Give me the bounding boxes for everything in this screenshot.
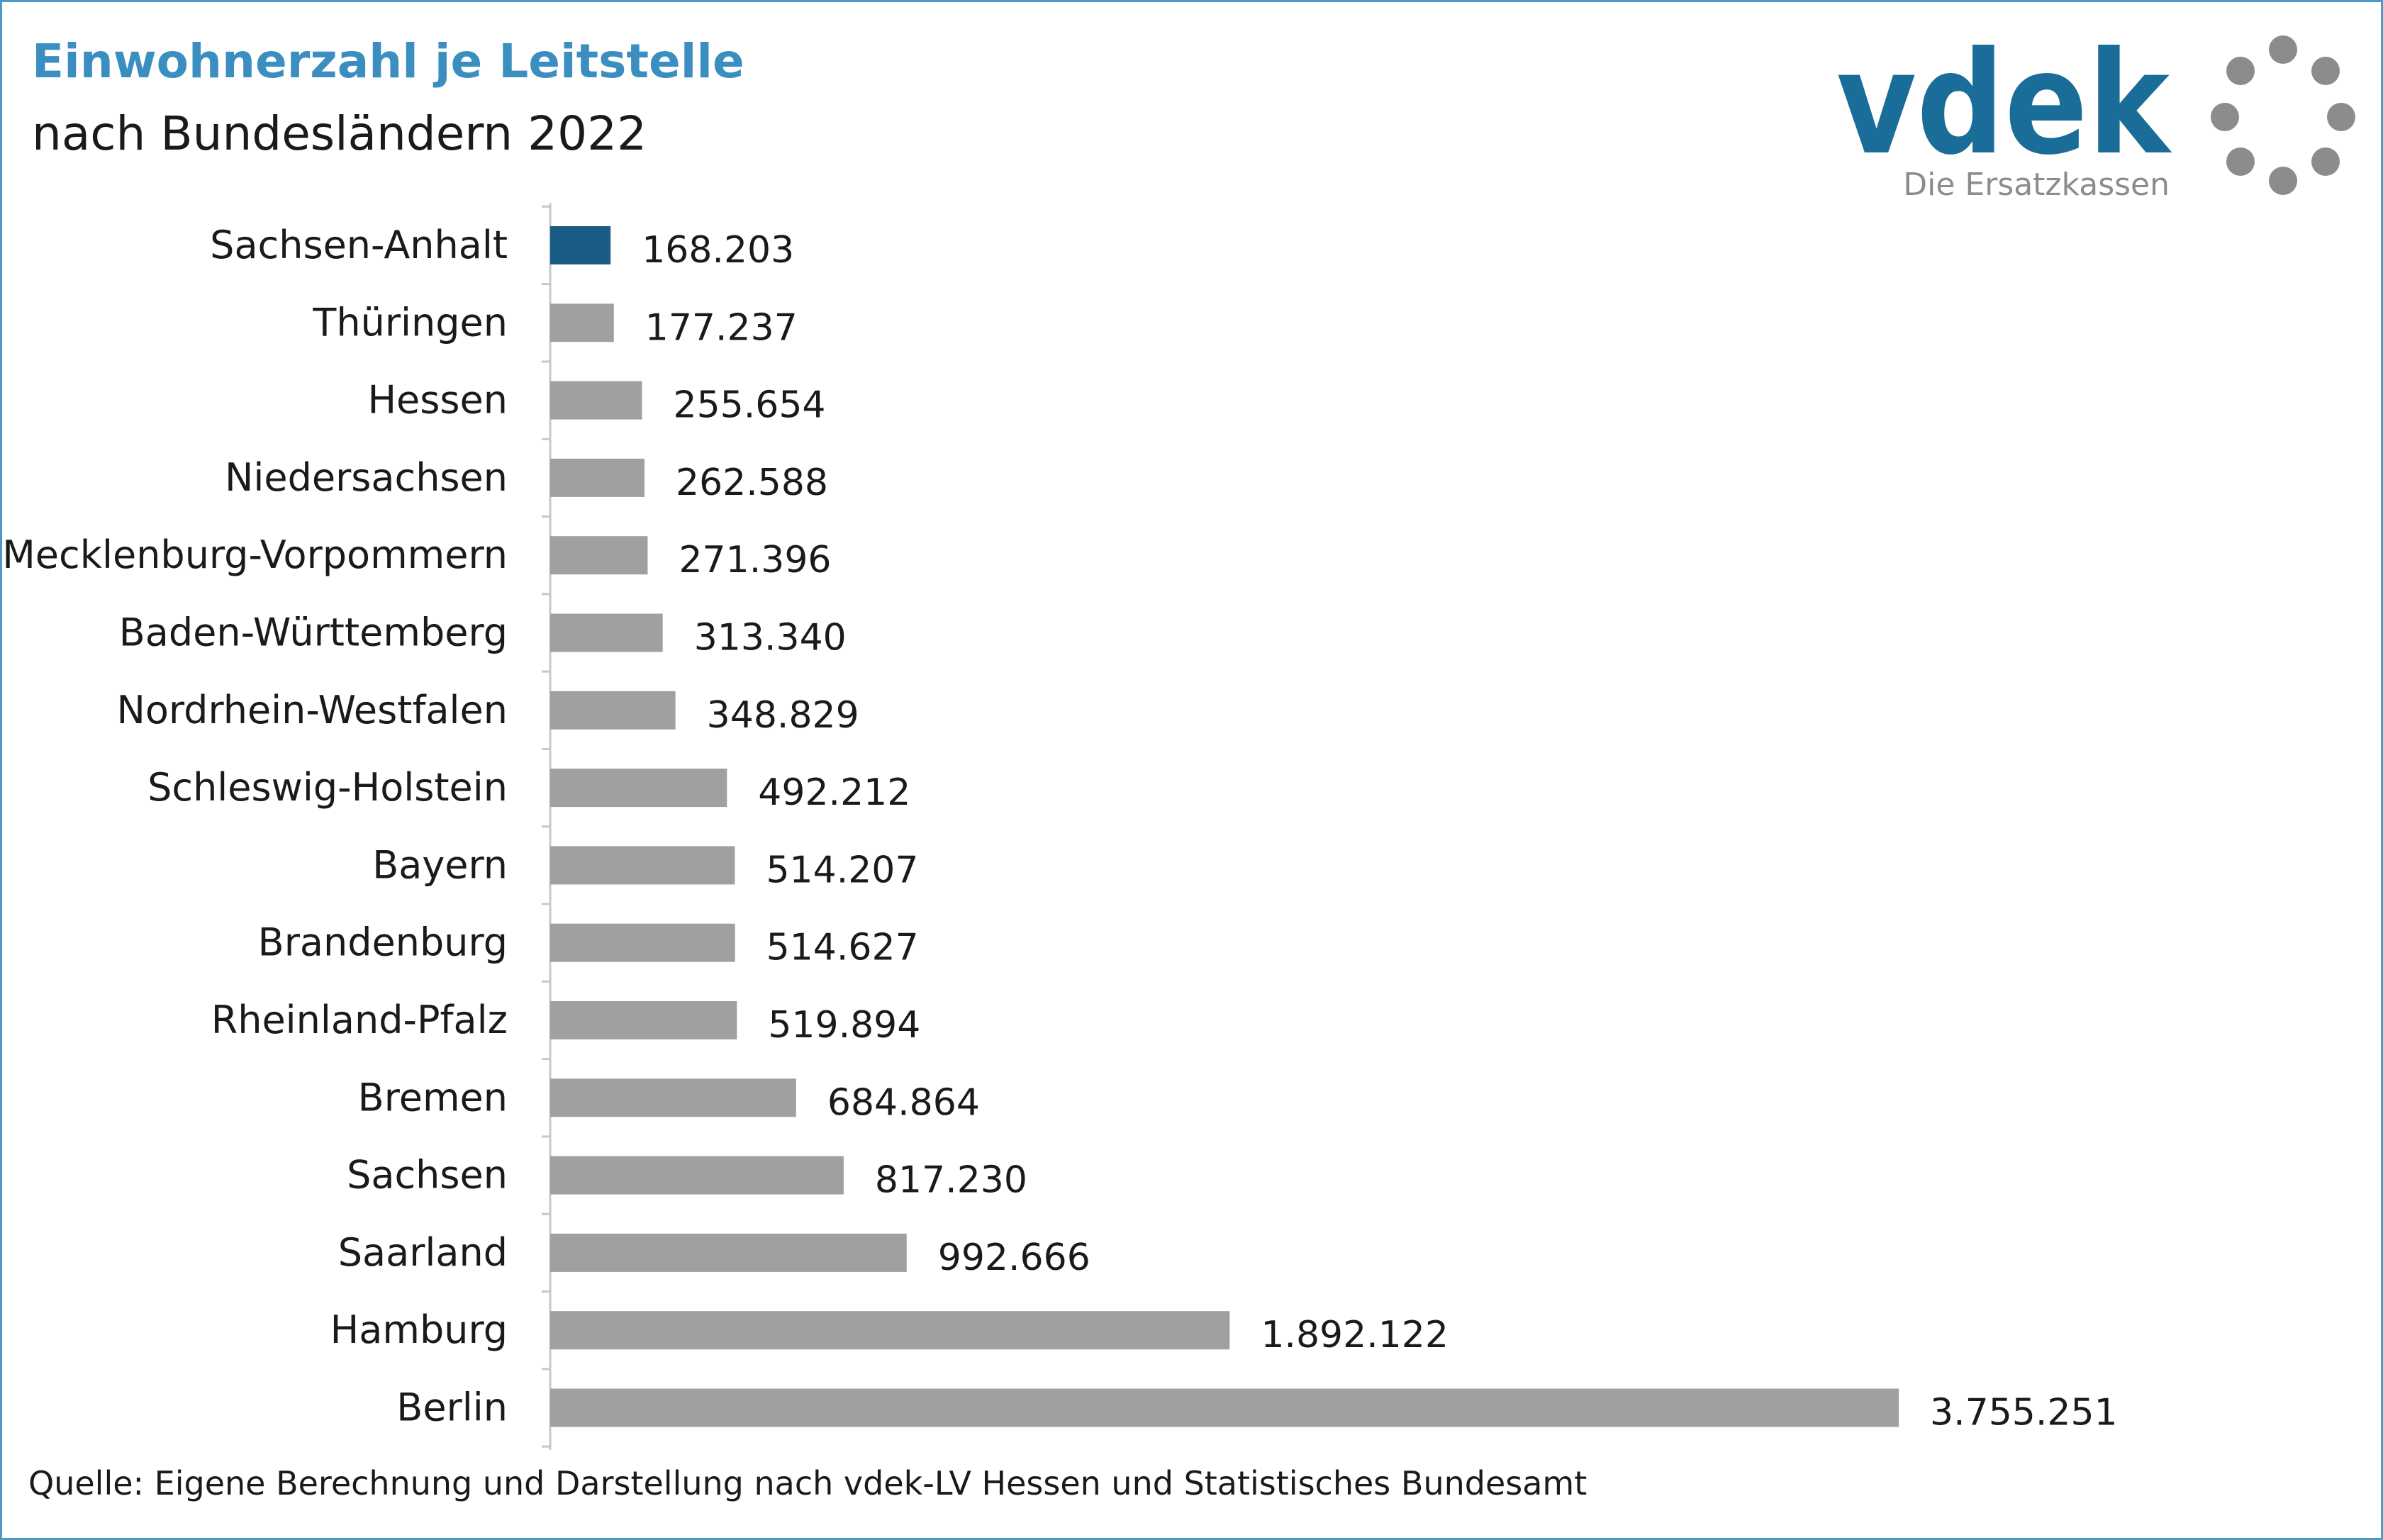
source-note: Quelle: Eigene Berechnung und Darstellun… [28,1464,1587,1502]
category-label: Mecklenburg-Vorpommern [2,532,508,577]
value-label: 1.892.122 [1261,1314,1449,1356]
value-label: 684.864 [827,1081,980,1124]
chart-subtitle: nach Bundesländern 2022 [32,106,647,161]
category-label: Berlin [396,1385,508,1430]
bar [550,1078,796,1117]
category-label: Bayern [372,842,508,887]
bar [550,1388,1899,1427]
bar [550,536,648,575]
logo-ring-icon [2211,35,2355,195]
value-label: 313.340 [694,617,847,659]
value-label: 514.207 [766,849,918,891]
logo-tagline: Die Ersatzkassen [1903,167,2170,203]
bar [550,1233,907,1272]
category-label: Sachsen [347,1153,508,1198]
value-label: 255.654 [673,384,825,427]
category-label: Saarland [338,1230,508,1275]
bar [550,846,735,885]
category-label: Sachsen-Anhalt [210,223,508,267]
bar [550,1311,1230,1350]
bar [550,303,614,342]
logo-wordmark: vdek [1836,21,2172,186]
category-label: Brandenburg [258,920,508,965]
category-label: Bremen [358,1075,508,1120]
value-label: 519.894 [768,1004,920,1047]
value-label: 168.203 [642,229,794,272]
bar [550,769,727,808]
bar [550,1001,737,1039]
chart-title: Einwohnerzahl je Leitstelle [32,34,744,89]
category-label: Baden-Württemberg [119,610,508,655]
value-label: 3.755.251 [1930,1392,2118,1434]
value-label: 271.396 [679,539,831,581]
category-label: Nordrhein-Westfalen [117,688,508,732]
category-label: Hessen [367,378,508,423]
category-label: Thüringen [312,300,508,345]
vdek-logo: vdek Die Ersatzkassen [1836,21,2355,203]
value-label: 262.588 [676,462,828,504]
value-label: 514.627 [766,927,919,969]
value-label: 492.212 [758,771,910,814]
category-label: Hamburg [330,1307,508,1352]
value-label: 177.237 [645,306,798,349]
bar [550,226,611,264]
bar [550,381,642,420]
bar [550,613,663,652]
bar [550,691,676,730]
category-label: Rheinland-Pfalz [211,998,508,1042]
value-label: 817.230 [875,1159,1027,1202]
bar [550,1156,844,1195]
bar [550,458,644,497]
category-label: Niedersachsen [225,455,508,500]
value-label: 348.829 [707,694,859,737]
bar [550,923,735,962]
value-label: 992.666 [938,1237,1090,1279]
category-label: Schleswig-Holstein [147,765,508,810]
